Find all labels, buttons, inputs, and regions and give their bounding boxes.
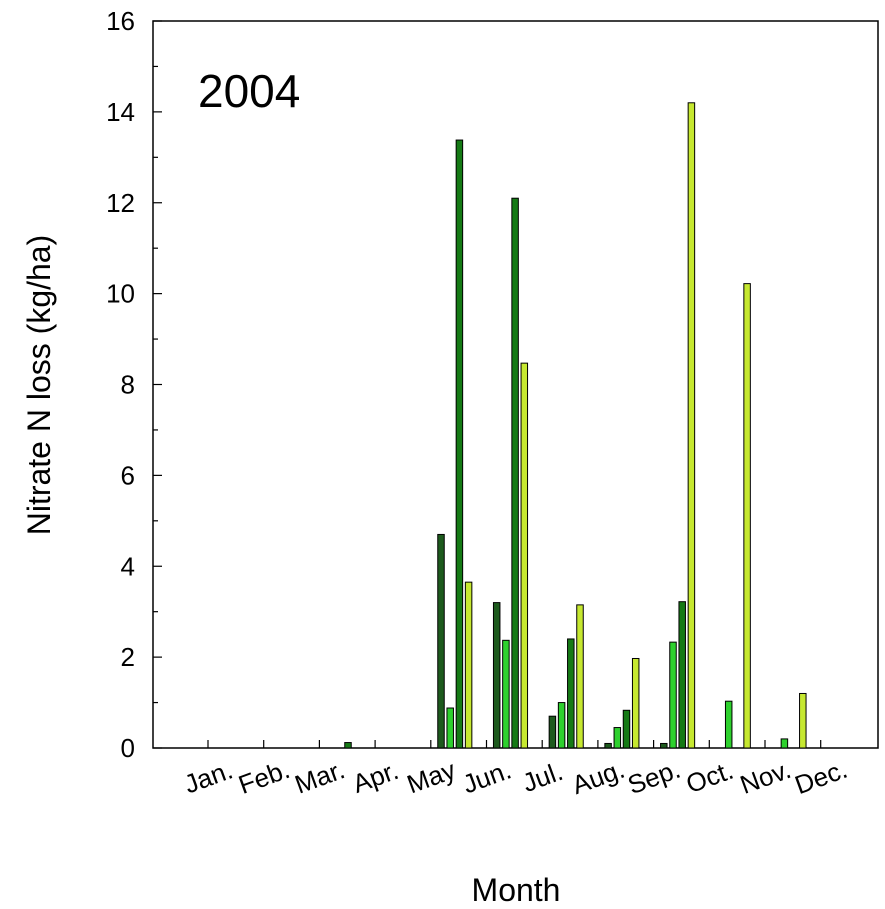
bar <box>724 700 733 749</box>
bar <box>446 707 454 749</box>
y-axis: 0 2 4 6 8 10 12 14 16 <box>106 6 162 763</box>
bar <box>669 641 677 749</box>
bar <box>455 139 464 749</box>
bars <box>344 102 807 749</box>
x-tick-label: Nov. <box>736 754 795 800</box>
y-tick-label: 6 <box>121 460 135 490</box>
bar <box>567 638 575 749</box>
bar <box>799 692 807 749</box>
bar <box>520 362 529 749</box>
x-tick-label: Jun. <box>459 754 515 799</box>
x-tick-label: Apr. <box>349 755 403 799</box>
x-axis: Jan.Feb.Mar. Apr. May Jun. Jul. Aug.Sep.Oct.N… <box>180 740 851 800</box>
x-tick-label: Oct. <box>682 755 737 799</box>
year-annotation: 2004 <box>198 65 300 117</box>
bar <box>743 283 751 749</box>
x-tick-label: Feb. <box>234 754 293 800</box>
bar <box>780 738 789 749</box>
x-tick-label: May <box>403 754 459 799</box>
bar <box>678 601 686 749</box>
bar <box>660 742 668 749</box>
bar <box>576 604 584 749</box>
y-tick-label: 8 <box>121 370 135 400</box>
bar <box>492 602 501 749</box>
bar <box>344 742 352 749</box>
bar <box>557 702 566 749</box>
x-tick-label: Sep. <box>624 754 685 800</box>
x-tick-label: Aug. <box>568 754 629 800</box>
y-axis-title: Nitrate N loss (kg/ha) <box>21 235 57 536</box>
y-tick-label: 2 <box>121 642 135 672</box>
bar <box>437 533 445 749</box>
x-axis-title: Month <box>472 872 561 908</box>
bar <box>631 657 640 749</box>
x-tick-label: Jan. <box>180 754 236 799</box>
bar <box>464 581 473 749</box>
bar <box>502 639 510 749</box>
y-tick-label: 12 <box>106 188 135 218</box>
y-tick-label: 14 <box>106 97 135 127</box>
bar <box>604 742 612 749</box>
bar <box>548 715 557 749</box>
bar <box>687 102 696 749</box>
y-tick-label: 0 <box>121 733 135 763</box>
bar <box>511 197 519 749</box>
bar <box>613 727 622 749</box>
x-tick-label: Dec. <box>791 754 852 800</box>
x-tick-label: Jul. <box>518 756 566 798</box>
y-tick-label: 10 <box>106 279 135 309</box>
y-tick-label: 4 <box>121 551 135 581</box>
y-tick-label: 16 <box>106 6 135 36</box>
bar <box>622 709 631 749</box>
x-tick-label: Mar. <box>291 754 349 799</box>
